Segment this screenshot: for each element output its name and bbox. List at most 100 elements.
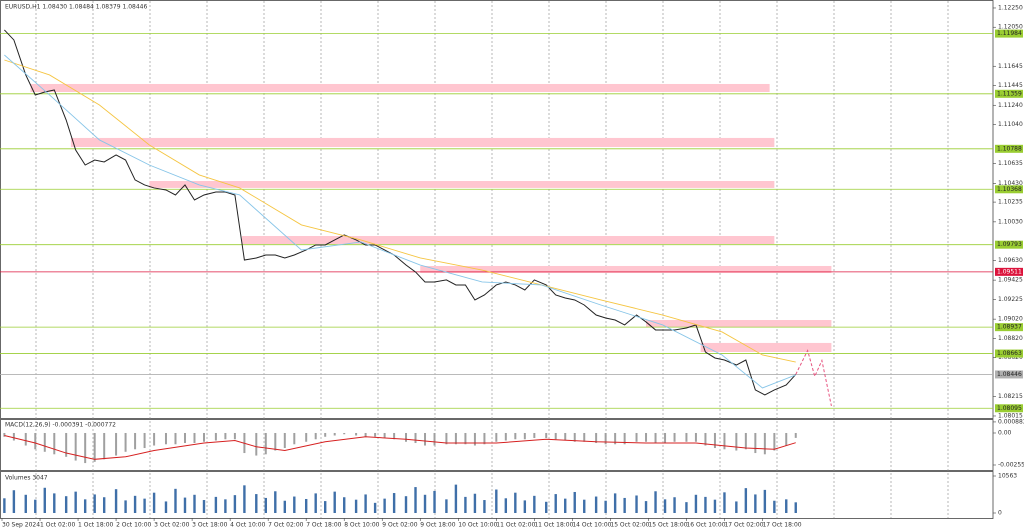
volume-bar: [723, 492, 726, 513]
volume-bar: [423, 494, 427, 513]
macd-bar: [343, 432, 346, 435]
volume-bar: [635, 495, 638, 513]
y-tick-label: 1.11240: [998, 102, 1023, 109]
moving-average: [4, 59, 796, 363]
volume-bar: [623, 497, 626, 513]
macd-bar: [324, 432, 327, 437]
volume-bar: [392, 493, 396, 513]
volume-bar: [604, 500, 607, 513]
level-label: 1.10368: [997, 186, 1022, 193]
volume-bar: [373, 502, 377, 513]
volume-bar: [583, 499, 586, 513]
macd-bar: [635, 432, 638, 442]
level-label-box: [995, 29, 1023, 38]
volume-bar: [83, 499, 87, 513]
level-label-box: [995, 404, 1023, 413]
volume-bar: [12, 490, 16, 513]
volume-bar: [34, 499, 37, 513]
price-zone: [646, 320, 832, 327]
volume-bar: [483, 500, 486, 513]
x-tick-label: 2 Oct 10:00: [116, 522, 151, 529]
x-tick-label: 9 Oct 18:00: [420, 522, 455, 529]
volume-bar: [594, 496, 598, 513]
volume-bar: [763, 489, 767, 513]
price-zone: [420, 265, 832, 274]
y-tick-label: 1.11040: [998, 121, 1023, 128]
macd-bar: [723, 432, 726, 450]
volume-bar: [433, 490, 436, 513]
macd-bar: [174, 432, 177, 445]
volume-bar: [794, 502, 797, 513]
macd-bar: [305, 432, 308, 442]
volume-bar: [754, 494, 757, 513]
macd-bar: [65, 432, 68, 457]
y-tick-label: 1.12250: [998, 4, 1023, 11]
macd-bar: [514, 432, 517, 440]
volume-bar: [663, 499, 667, 513]
volume-bar: [713, 499, 717, 513]
x-tick-label: 14 Oct 10:00: [572, 522, 611, 529]
macd-bar: [405, 432, 408, 442]
price-line: [4, 29, 797, 396]
volume-bar: [314, 493, 317, 513]
volume-bar: [24, 494, 27, 513]
volume-bar: [564, 498, 567, 513]
macd-bar: [183, 432, 186, 444]
volume-bar: [685, 502, 688, 513]
level-label: 1.08095: [997, 405, 1022, 412]
volume-bar: [343, 497, 346, 513]
volume-bar: [785, 499, 788, 513]
y-tick-label: 1.11645: [998, 63, 1023, 70]
y-tick-label: 1.10430: [998, 180, 1023, 187]
volume-bar: [53, 493, 56, 513]
volume-bar: [354, 499, 358, 513]
level-label: 1.08937: [997, 324, 1022, 331]
x-tick-label: 11 Oct 18:00: [534, 522, 573, 529]
volume-bar: [545, 501, 548, 513]
macd-bar: [545, 432, 548, 439]
macd-bar: [224, 432, 227, 440]
moving-average: [4, 54, 796, 389]
volume-bar: [293, 496, 296, 513]
macd-bar: [274, 432, 277, 451]
volume-bar: [255, 494, 258, 513]
macd-bar: [103, 432, 106, 460]
price-zone: [70, 137, 775, 147]
volume-bar: [744, 488, 748, 513]
volume-bar: [404, 496, 408, 513]
x-tick-label: 16 Oct 10:00: [686, 522, 725, 529]
macd-bar: [604, 432, 607, 445]
x-tick-label: 3 Oct 02:00: [154, 522, 189, 529]
price-zone: [30, 83, 770, 92]
macd-bar: [673, 432, 676, 442]
y-tick-label: 0: [998, 510, 1002, 517]
volume-bar: [673, 497, 676, 513]
macd-bar: [694, 432, 697, 442]
volume-bar: [124, 500, 127, 513]
y-tick-label: 1.08215: [998, 393, 1023, 400]
macd-bar: [623, 432, 626, 445]
macd-bar: [355, 432, 358, 436]
y-tick-label: 0.00: [998, 429, 1012, 436]
x-tick-label: 7 Oct 18:00: [306, 522, 341, 529]
macd-bar: [583, 432, 586, 442]
level-label-box: [995, 370, 1023, 379]
macd-bar: [685, 432, 688, 442]
macd-bar: [233, 432, 236, 440]
volume-bar: [414, 487, 417, 513]
y-tick-label: 1.08015: [998, 412, 1023, 419]
volume-bar: [364, 494, 367, 513]
macd-bar: [153, 432, 156, 446]
volume-bar: [243, 485, 246, 513]
macd-bar: [264, 432, 267, 455]
x-tick-label: 4 Oct 10:00: [230, 522, 265, 529]
x-tick-label: 9 Oct 02:00: [382, 522, 417, 529]
macd-bar: [134, 432, 137, 450]
volume-bar: [613, 493, 617, 513]
macd-panel-frame: [0, 419, 994, 471]
volume-bar: [143, 498, 146, 513]
macd-bar: [364, 432, 367, 437]
volume-bar: [773, 500, 776, 513]
volume-bar: [333, 491, 336, 513]
macd-bar: [704, 432, 707, 446]
